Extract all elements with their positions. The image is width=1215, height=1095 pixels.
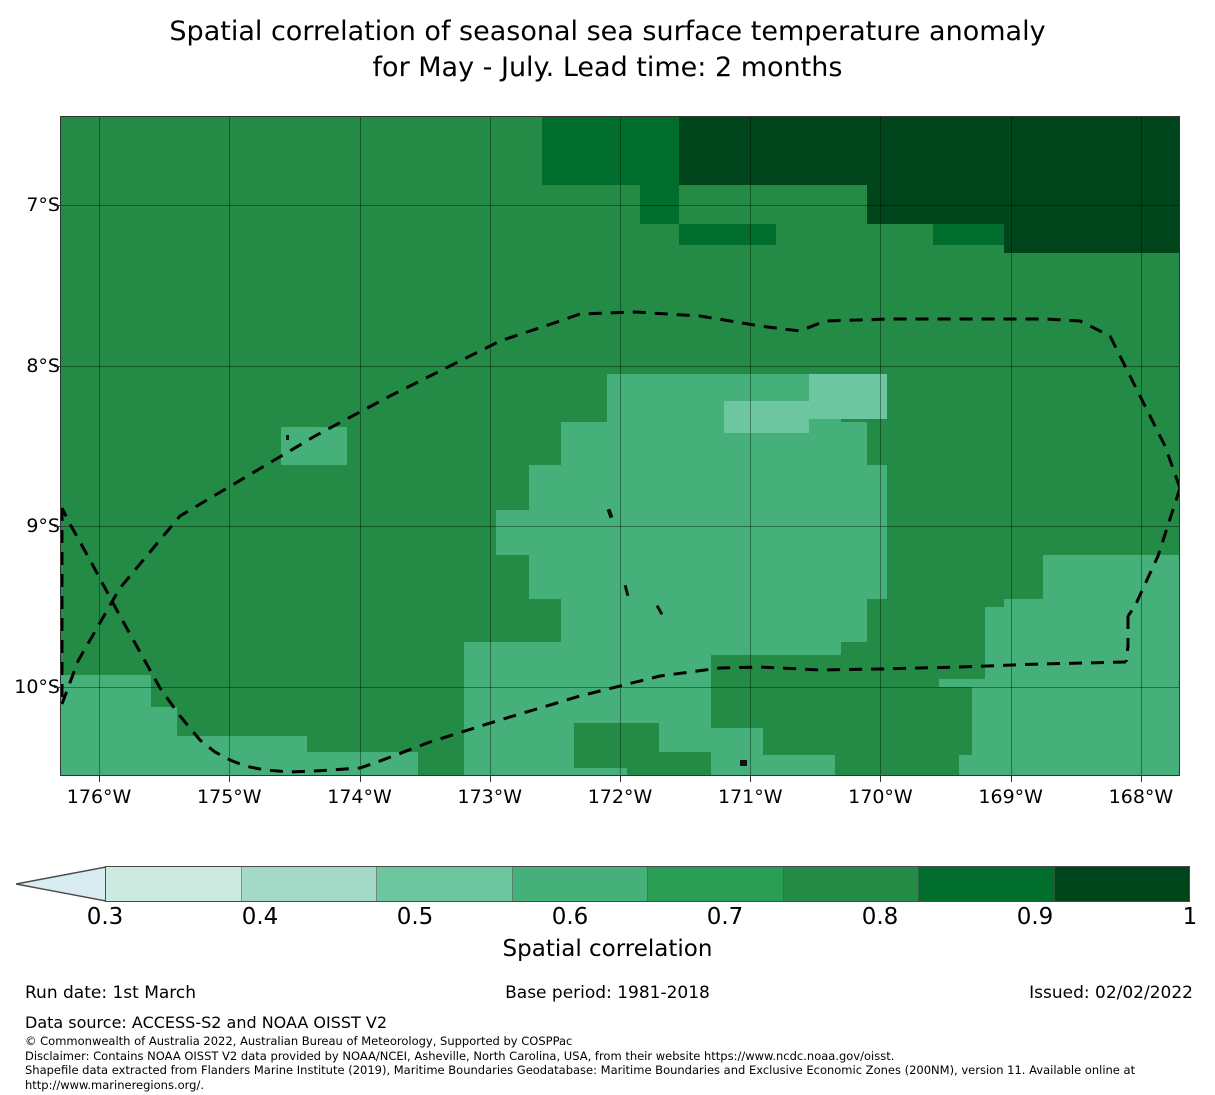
- colorbar-group: Spatial correlation 0.3 0.4 0.5 0.6 0.7 0.8 0.…: [0, 866, 1215, 966]
- colorbar-tick-label: 0.3: [86, 904, 124, 930]
- x-axis-tick-mark: [620, 776, 621, 782]
- base-period-text: Base period: 1981-2018: [505, 983, 710, 1003]
- run-date-text: Run date: 1st March: [25, 983, 197, 1003]
- colorbar-tick-label: 0.5: [396, 904, 434, 930]
- colorbar-band: [106, 867, 242, 901]
- raster-cell: [561, 421, 868, 466]
- raster-cell: [1101, 655, 1180, 688]
- raster-cell: [281, 426, 347, 466]
- raster-cell: [307, 674, 419, 717]
- colorbar-gradient[interactable]: [105, 866, 1190, 902]
- eez-boundary-line: [60, 310, 1180, 774]
- raster-cell: [939, 558, 1005, 607]
- colorbar-tick-label: 0.9: [1016, 904, 1054, 930]
- copyright-line: © Commonwealth of Australia 2022, Austra…: [25, 1034, 573, 1048]
- colorbar-band: [377, 867, 513, 901]
- metadata-row: Run date: 1st March Base period: 1981-20…: [0, 983, 1215, 1007]
- island-polygon: [623, 585, 630, 597]
- title-line-2: for May - July. Lead time: 2 months: [372, 52, 843, 83]
- x-axis-tick-label: 169°W: [978, 786, 1043, 808]
- colorbar-tick-label: 1: [1182, 904, 1198, 930]
- raster-cell: [177, 674, 308, 736]
- raster-cell: [678, 185, 868, 224]
- raster-cell: [626, 751, 712, 776]
- issued-date-text: Issued: 02/02/2022: [1029, 983, 1193, 1003]
- raster-cell: [763, 722, 972, 756]
- title-line-1: Spatial correlation of seasonal sea surf…: [169, 16, 1046, 47]
- map-plot-area[interactable]: [60, 116, 1180, 776]
- x-axis-tick-mark: [99, 776, 101, 782]
- raster-cell: [528, 555, 887, 599]
- raster-cell: [1043, 555, 1180, 599]
- x-axis-tick-mark: [359, 776, 361, 782]
- colorbar-tick-label: 0.4: [241, 904, 279, 930]
- y-axis-tick-mark: [54, 365, 60, 367]
- x-axis-tick-label: 172°W: [587, 786, 653, 808]
- colorbar-band: [919, 867, 1055, 901]
- colorbar-extend-min-arrow: [16, 866, 106, 902]
- x-axis-tick-mark: [1140, 776, 1142, 782]
- colorbar-tick-label: 0.6: [551, 904, 589, 930]
- island-polygon: [606, 508, 613, 519]
- raster-cell: [541, 185, 640, 224]
- shapefile-line-2: http://www.marineregions.org/.: [25, 1077, 204, 1092]
- y-axis-tick-label: 10°S: [14, 676, 60, 699]
- x-axis-tick-label: 173°W: [457, 786, 523, 808]
- correlation-raster: [60, 116, 1180, 776]
- colorbar-band: [512, 867, 648, 901]
- raster-cell: [1004, 223, 1180, 253]
- y-axis-tick-label: 9°S: [26, 515, 60, 538]
- island-polygon: [655, 605, 663, 616]
- raster-cell: [724, 400, 809, 434]
- data-source-text: Data source: ACCESS-S2 and NOAA OISST V2: [25, 1013, 388, 1032]
- island-polygon: [740, 760, 748, 767]
- raster-cell: [711, 687, 972, 728]
- raster-cell: [808, 373, 887, 419]
- colorbar-band: [648, 867, 784, 901]
- y-axis-tick-mark: [54, 526, 60, 528]
- colorbar-tick-label: 0.8: [861, 904, 899, 930]
- y-axis-tick-label: 7°S: [26, 193, 60, 216]
- island-polygon: [286, 435, 290, 441]
- x-axis-tick-mark: [1010, 776, 1012, 782]
- raster-cell: [834, 751, 959, 776]
- disclaimer-line: Disclaimer: Contains NOAA OISST V2 data …: [25, 1048, 895, 1063]
- x-axis-tick-label: 171°W: [717, 786, 783, 808]
- x-axis-tick-label: 175°W: [197, 786, 262, 808]
- raster-cell: [678, 223, 777, 245]
- raster-cell: [886, 598, 972, 659]
- x-axis-tick-label: 174°W: [327, 786, 392, 808]
- raster-cell: [711, 655, 940, 691]
- colorbar-axis-label: Spatial correlation: [502, 936, 713, 962]
- colorbar-band: [783, 867, 919, 901]
- colorbar-tick-label: 0.7: [706, 904, 744, 930]
- page-title: Spatial correlation of seasonal sea surf…: [0, 14, 1215, 86]
- raster-cell: [496, 510, 887, 556]
- shapefile-line-1: Shapefile data extracted from Flanders M…: [25, 1063, 1136, 1077]
- x-axis-tick-mark: [229, 776, 231, 782]
- y-axis-tick-mark: [54, 687, 60, 689]
- disclaimer-block: © Commonwealth of Australia 2022, Austra…: [25, 1034, 1205, 1092]
- raster-cell: [541, 116, 575, 186]
- y-axis-tick-mark: [54, 204, 60, 206]
- colorbar-band: [241, 867, 377, 901]
- colorbar-band: [1054, 867, 1189, 901]
- raster-cell: [528, 465, 887, 511]
- x-axis-tick-label: 176°W: [66, 786, 132, 808]
- raster-cell: [561, 598, 868, 643]
- island-markers: [60, 116, 1180, 776]
- x-axis-tick-label: 170°W: [848, 786, 913, 808]
- x-axis-tick-mark: [489, 776, 491, 782]
- x-axis-tick-mark: [880, 776, 882, 782]
- y-axis-tick-label: 8°S: [26, 354, 60, 377]
- x-axis-tick-mark: [750, 776, 752, 782]
- x-axis-tick-label: 168°W: [1108, 786, 1174, 808]
